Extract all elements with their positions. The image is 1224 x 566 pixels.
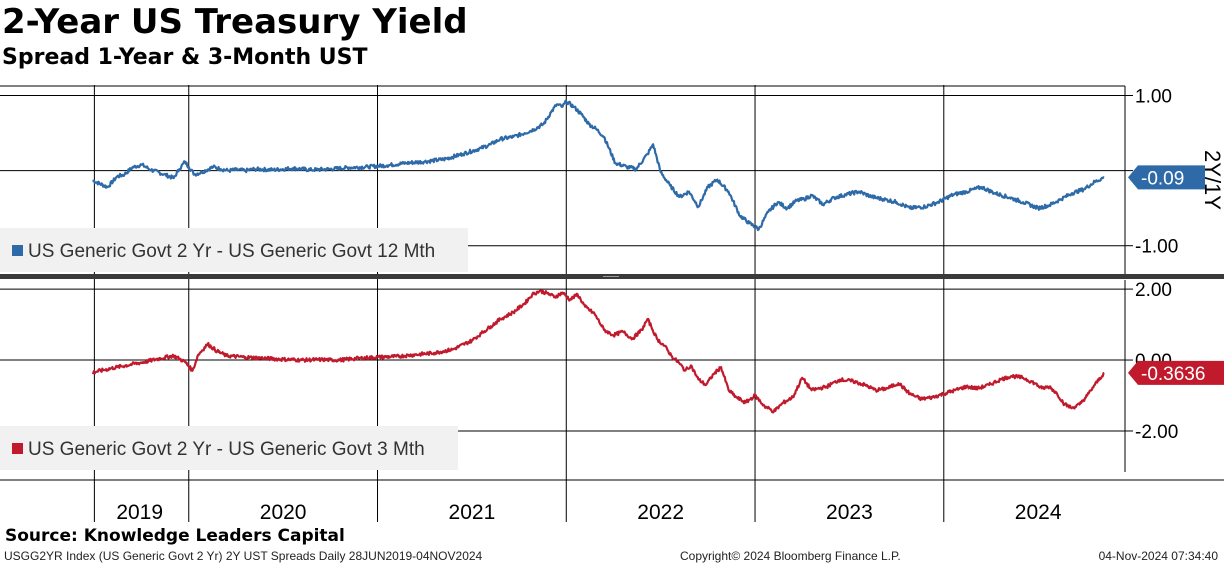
y-tick-label: -1.00 <box>1135 237 1178 258</box>
x-tick-label: 2020 <box>260 501 307 524</box>
y-tick-label: 2.00 <box>1135 280 1172 301</box>
copyright-notice: Copyright© 2024 Bloomberg Finance L.P. <box>680 549 901 563</box>
y-axis-title: 2Y/1Y <box>1200 150 1224 210</box>
legend-label: US Generic Govt 2 Yr - US Generic Govt 3… <box>28 439 425 460</box>
series-line-2y-3m <box>91 289 1105 414</box>
legend-swatch <box>12 245 23 256</box>
last-value-tag <box>1128 360 1224 385</box>
source-note: Source: Knowledge Leaders Capital <box>5 526 345 546</box>
chart-subtitle: Spread 1-Year & 3-Month UST <box>2 45 368 70</box>
legend-swatch <box>12 443 23 454</box>
x-tick-label: 2023 <box>826 501 873 524</box>
y-tick-label: -2.00 <box>1135 422 1178 443</box>
x-tick-label: 2021 <box>449 501 496 524</box>
last-value-label: -0.3636 <box>1141 364 1205 385</box>
x-tick-label: 2022 <box>637 501 684 524</box>
legend-box <box>0 426 458 470</box>
x-tick-label: 2024 <box>1015 501 1062 524</box>
series-line-2y-1y <box>92 99 1105 232</box>
last-value-label: -0.09 <box>1141 168 1184 189</box>
chart-title: 2-Year US Treasury Yield <box>2 2 468 42</box>
x-tick-label: 2019 <box>116 501 163 524</box>
timestamp: 04-Nov-2024 07:34:40 <box>1098 549 1218 563</box>
last-value-tag <box>1128 165 1205 190</box>
index-info: USGG2YR Index (US Generic Govt 2 Yr) 2Y … <box>4 549 483 563</box>
y-tick-label: 1.00 <box>1135 87 1172 108</box>
legend-box <box>0 228 468 272</box>
legend-label: US Generic Govt 2 Yr - US Generic Govt 1… <box>28 241 435 262</box>
